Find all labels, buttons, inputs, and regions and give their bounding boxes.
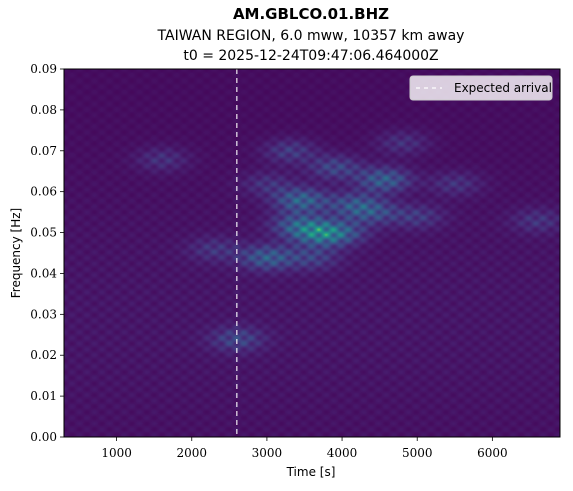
chart-subtitle-event: TAIWAN REGION, 6.0 mww, 10357 km away — [157, 28, 465, 44]
y-tick-label: 0.06 — [30, 185, 57, 199]
legend-entry-expected-arrival: Expected arrival — [454, 81, 552, 95]
y-axis-label: Frequency [Hz] — [9, 208, 23, 299]
x-axis: 1000 2000 3000 4000 5000 6000 — [101, 437, 508, 460]
x-tick-label: 2000 — [176, 446, 207, 460]
x-axis-label: Time [s] — [286, 465, 336, 479]
plot-area — [63, 68, 561, 438]
y-axis: 0.00 0.01 0.02 0.03 0.04 0.05 0.06 0.07 0.08 0.09 — [30, 62, 64, 444]
x-tick-label: 3000 — [252, 446, 283, 460]
plot-frame — [63, 68, 561, 438]
y-tick-label: 0.09 — [30, 62, 57, 76]
x-tick-label: 6000 — [477, 446, 508, 460]
y-tick-label: 0.03 — [30, 307, 57, 321]
y-tick-label: 0.05 — [30, 226, 57, 240]
x-tick-label: 5000 — [402, 446, 433, 460]
x-tick-label: 1000 — [101, 446, 132, 460]
chart-subtitle-t0: t0 = 2025-12-24T09:47:06.464000Z — [183, 48, 438, 64]
legend-box — [409, 75, 553, 101]
legend: Expected arrival — [409, 75, 553, 101]
chart-title: AM.GBLCO.01.BHZ — [233, 5, 389, 23]
y-tick-label: 0.04 — [30, 266, 57, 280]
y-tick-label: 0.02 — [30, 348, 57, 362]
y-tick-label: 0.00 — [30, 430, 57, 444]
x-tick-label: 4000 — [327, 446, 358, 460]
y-tick-label: 0.01 — [30, 389, 57, 403]
y-tick-label: 0.07 — [30, 144, 57, 158]
y-tick-label: 0.08 — [30, 103, 57, 117]
